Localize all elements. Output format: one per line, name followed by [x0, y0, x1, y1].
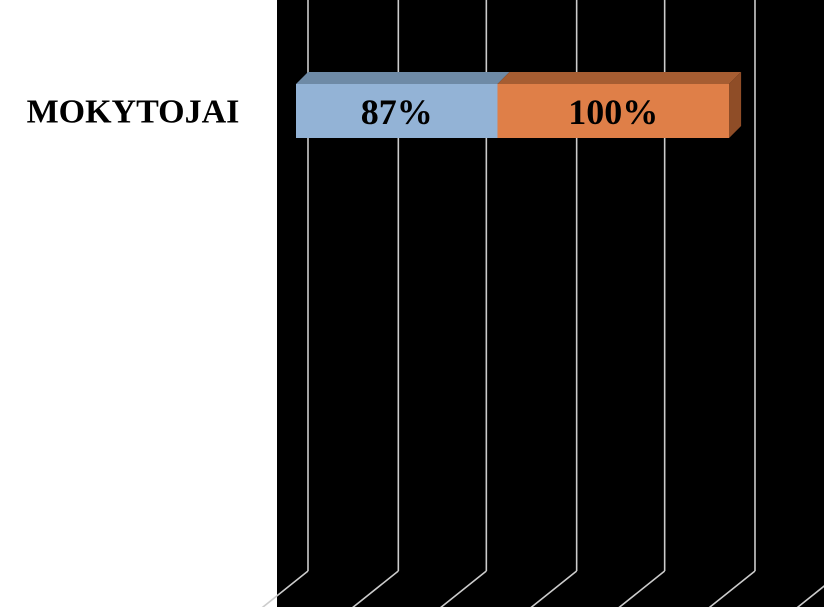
data-label-1: 100% — [568, 92, 658, 132]
gridline-floor-1 — [347, 570, 399, 612]
gridline-floor-4 — [614, 570, 666, 612]
bars — [296, 72, 742, 138]
bar-segment-1 — [497, 84, 730, 138]
gridline-floor-0 — [257, 570, 309, 612]
gridline-floor-5 — [704, 570, 756, 612]
bar-segment-0 — [296, 84, 498, 138]
category-label-0: MOKYTOJAI — [27, 94, 240, 131]
bar-top-0 — [296, 72, 510, 84]
gridline-floor-6 — [792, 585, 824, 612]
labels: 87% 100% MOKYTOJAI — [27, 92, 659, 132]
gridline-floor-2 — [435, 570, 487, 612]
bar-side-1 — [729, 72, 742, 138]
gridline-floor-3 — [526, 570, 578, 612]
data-label-0: 87% — [361, 92, 433, 132]
bar-top-1 — [497, 72, 742, 84]
